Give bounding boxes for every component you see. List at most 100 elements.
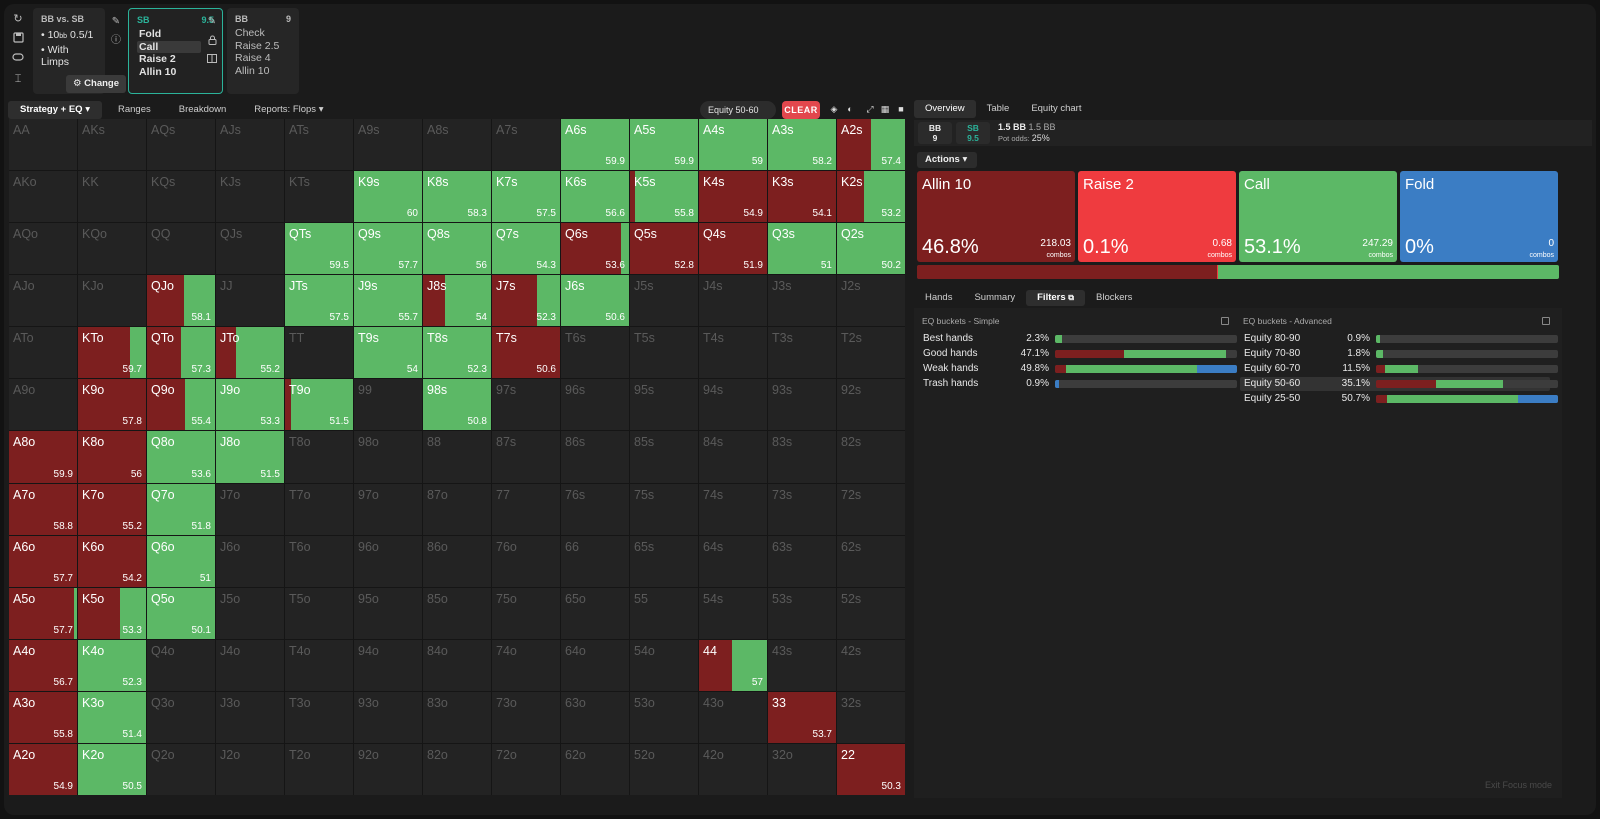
hand-cell[interactable]: A5o 57.7 [9,587,77,639]
node-bb-action-raise-large[interactable]: Raise 4 [235,52,271,64]
info-icon[interactable]: ⓘ [111,35,121,46]
hand-cell[interactable]: Q6s 53.6 [561,223,629,275]
hand-cell[interactable]: J6s 50.6 [561,275,629,327]
hand-cell[interactable]: 94s [699,379,767,431]
hand-cell[interactable]: J5o [216,587,284,639]
change-button[interactable]: ⚙ Change [66,75,126,93]
refresh-icon[interactable]: ↻ [13,13,23,25]
hand-cell[interactable]: ATs [285,119,353,171]
hand-cell[interactable]: T3o [285,691,353,743]
hand-cell[interactable]: 96o [354,535,422,587]
equity-filter-chip[interactable]: Equity 50-60 ✕ [700,101,776,133]
action-card[interactable]: Allin 10 46.8% 218.03 combos [917,171,1075,262]
hand-cell[interactable]: A7s [492,119,560,171]
tab-strategy-eq[interactable]: Strategy + EQ ▾ [8,101,102,119]
hand-cell[interactable]: J8s 54 [423,275,491,327]
hand-cell[interactable]: 99 [354,379,422,431]
hand-cell[interactable]: 86s [561,431,629,483]
hand-cell[interactable]: Q9s 57.7 [354,223,422,275]
hand-cell[interactable]: T7s 50.6 [492,327,560,379]
hand-cell[interactable]: A8o 59.9 [9,431,77,483]
hand-cell[interactable]: 33 53.7 [768,691,836,743]
hand-cell[interactable]: J3o [216,691,284,743]
hand-cell[interactable]: 97s [492,379,560,431]
hand-cell[interactable]: 95s [630,379,698,431]
hand-cell[interactable]: AKo [9,171,77,223]
hand-cell[interactable]: T9s 54 [354,327,422,379]
action-card[interactable]: Fold 0% 0 combos [1400,171,1558,262]
edit-icon[interactable]: ✎ [207,16,217,27]
hand-cell[interactable]: 52o [630,743,698,795]
hand-cell[interactable]: 83s [768,431,836,483]
hand-cell[interactable]: 53s [768,587,836,639]
tab-blockers[interactable]: Blockers [1096,292,1133,303]
hand-cell[interactable]: 65o [561,587,629,639]
exit-focus-link[interactable]: Exit Focus mode [1484,780,1552,790]
hand-cell[interactable]: 43s [768,639,836,691]
hand-cell[interactable]: J5s [630,275,698,327]
hand-cell[interactable]: AQs [147,119,215,171]
panel-toggle-icon[interactable] [1542,317,1550,325]
hand-cell[interactable]: 86o [423,535,491,587]
hand-cell[interactable]: Q3o [147,691,215,743]
hand-cell[interactable]: 22 50.3 [837,743,905,795]
hand-cell[interactable]: KK [78,171,146,223]
hand-cell[interactable]: 76o [492,535,560,587]
hand-cell[interactable]: A4s 59 [699,119,767,171]
hand-cell[interactable]: K7o 55.2 [78,483,146,535]
lock-icon[interactable] [206,35,218,47]
actions-dropdown[interactable]: Actions ▾ [917,152,977,168]
hand-cell[interactable]: 75o [492,587,560,639]
hand-cell[interactable]: J4s [699,275,767,327]
hand-cell[interactable]: 74o [492,639,560,691]
hand-cell[interactable]: 77 [492,483,560,535]
hand-cell[interactable]: T4o [285,639,353,691]
hand-cell[interactable]: K2o 50.5 [78,743,146,795]
hand-cell[interactable]: 75s [630,483,698,535]
hand-cell[interactable]: 32s [837,691,905,743]
hand-cell[interactable]: KJs [216,171,284,223]
hand-cell[interactable]: Q8s 56 [423,223,491,275]
tab-hands[interactable]: Hands [925,292,953,303]
hand-cell[interactable]: J8o 51.5 [216,431,284,483]
hand-cell[interactable]: 94o [354,639,422,691]
hand-cell[interactable]: QJo 58.1 [147,275,215,327]
hand-cell[interactable]: 73o [492,691,560,743]
hand-cell[interactable]: T6s [561,327,629,379]
hand-cell[interactable]: A2s 57.4 [837,119,905,171]
compare-icon[interactable] [206,54,218,66]
hand-cell[interactable]: A7o 58.8 [9,483,77,535]
equity-bucket-row[interactable]: Equity 60-70 11.5% [1240,362,1558,376]
action-card[interactable]: Call 53.1% 247.29 combos [1239,171,1397,262]
hand-cell[interactable]: A3s 58.2 [768,119,836,171]
hand-cell[interactable]: 55 [630,587,698,639]
hand-cell[interactable]: T3s [768,327,836,379]
hand-cell[interactable]: T2o [285,743,353,795]
hand-cell[interactable]: T8o [285,431,353,483]
hand-cell[interactable]: 85o [423,587,491,639]
hand-cell[interactable]: 54s [699,587,767,639]
hand-cell[interactable]: K7s 57.5 [492,171,560,223]
hand-cell[interactable]: A6o 57.7 [9,535,77,587]
gamepad-icon[interactable] [11,52,25,66]
equity-bucket-row[interactable]: Best hands 2.3% [919,332,1237,346]
hand-cell[interactable]: T5s [630,327,698,379]
hand-cell[interactable]: JTo 55.2 [216,327,284,379]
equity-bucket-row[interactable]: Trash hands 0.9% [919,377,1237,391]
hand-cell[interactable]: KTs [285,171,353,223]
clear-button[interactable]: CLEAR [782,101,820,119]
hand-cell[interactable]: AJs [216,119,284,171]
node-bb[interactable]: BB 9 Check Raise 2.5 Raise 4 Allin 10 [227,8,299,94]
hand-cell[interactable]: 83o [423,691,491,743]
hand-cell[interactable]: 53o [630,691,698,743]
hand-cell[interactable]: 64s [699,535,767,587]
hand-cell[interactable]: K5s 55.8 [630,171,698,223]
hand-cell[interactable]: Q7s 54.3 [492,223,560,275]
contrast-icon[interactable]: ◐ [847,104,853,114]
tab-reports-flops[interactable]: Reports: Flops ▾ [254,104,324,115]
grid-view-icon[interactable]: ▦ [880,104,890,114]
tab-overview[interactable]: Overview [914,100,976,118]
tab-equity-chart[interactable]: Equity chart [1031,103,1082,114]
equity-bucket-row[interactable]: Good hands 47.1% [919,347,1237,361]
expand-icon[interactable]: ⤢ [866,104,874,114]
